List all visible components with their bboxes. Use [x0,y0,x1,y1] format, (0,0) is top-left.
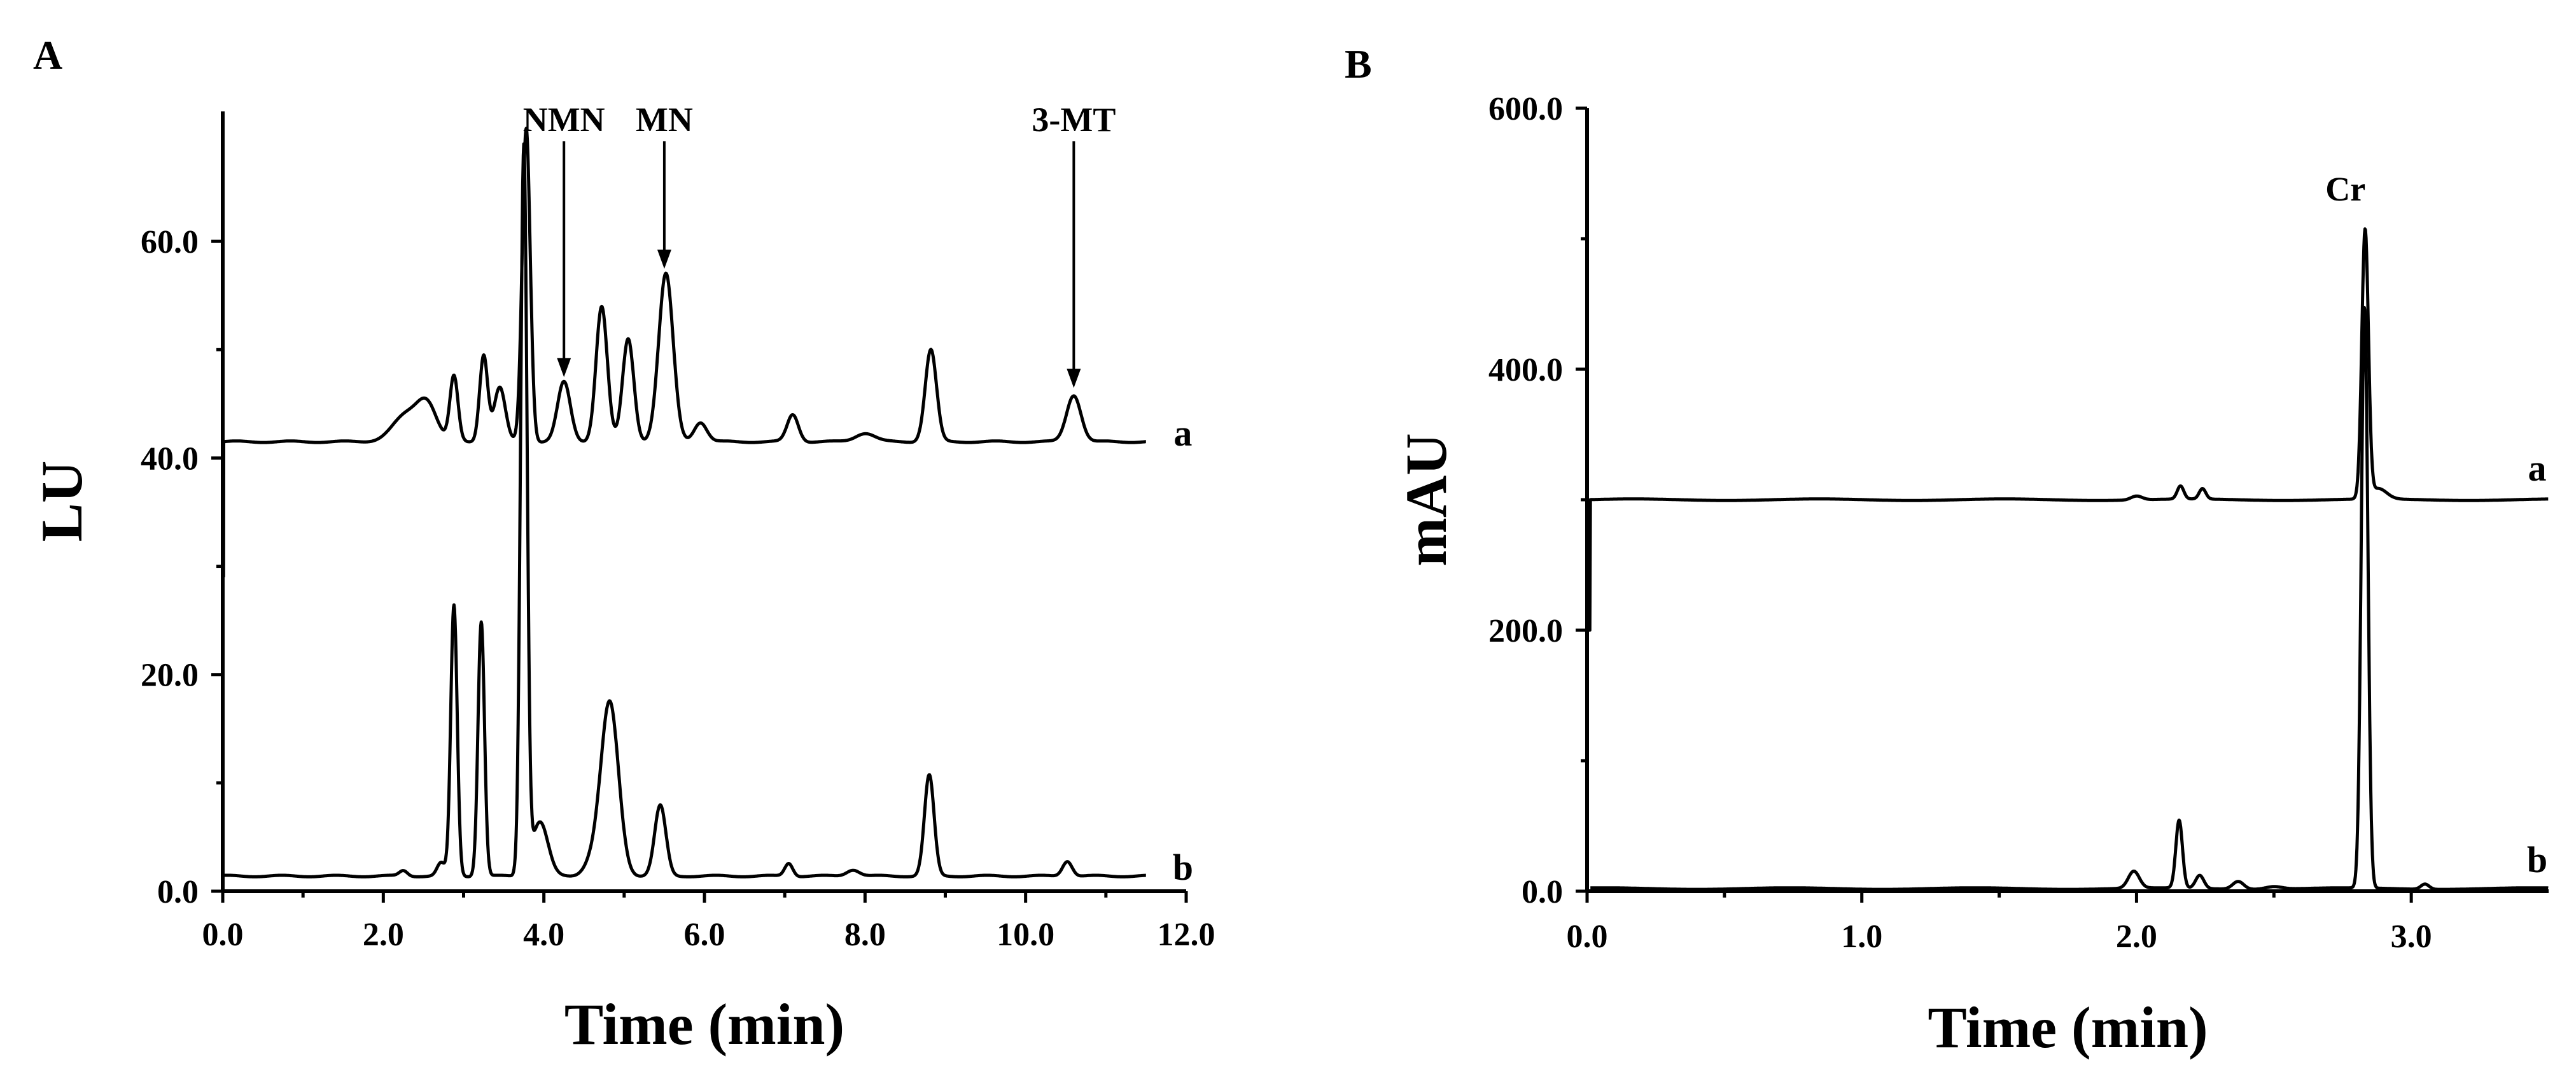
trace-label-b: b [1173,847,1193,888]
trace-label-a: a [1173,413,1192,454]
y-tick-label: 60.0 [141,224,199,260]
trace-a [1588,227,2549,632]
panel-label: B [1345,41,1372,87]
y-tick-label: 0.0 [157,874,199,910]
annotation-arrowhead [557,358,571,377]
annotation-arrowhead [657,250,671,269]
trace-b [1589,306,2549,891]
y-tick-label: 40.0 [141,441,199,477]
y-axis-title: LU [29,461,94,542]
x-tick-label: 0.0 [202,917,244,953]
y-tick-label: 200.0 [1488,613,1563,649]
x-tick-label: 2.0 [2116,919,2157,955]
y-tick-label: 0.0 [1522,874,1563,910]
peak-label: Cr [2325,170,2365,208]
x-tick-label: 8.0 [844,917,886,953]
x-tick-label: 6.0 [684,917,725,953]
trace-label-a: a [2528,448,2547,489]
trace-b [222,142,1147,878]
peak-label: NMN [523,101,605,139]
panel-label: A [33,32,62,78]
trace-a [221,126,1147,577]
x-axis-title: Time (min) [1928,995,2208,1060]
x-tick-label: 4.0 [523,917,564,953]
annotation-arrowhead [1067,369,1081,388]
x-tick-label: 2.0 [363,917,404,953]
x-tick-label: 10.0 [997,917,1054,953]
y-tick-label: 400.0 [1488,352,1563,388]
x-tick-label: 12.0 [1158,917,1215,953]
x-tick-label: 1.0 [1841,919,1882,955]
chromatogram-panel-b: 0.0 1.0 2.0 3.0 0.0 200.0 400.0 600.0 Time (min)… [1345,41,2549,1060]
y-tick-label: 20.0 [141,658,199,694]
x-tick-label: 3.0 [2391,919,2432,955]
chromatogram-panel-a: 0.0 2.0 4.0 6.0 8.0 10.0 12.0 0.0 20.0 40.0 60.0 Ti… [29,32,1215,1057]
y-tick-label: 600.0 [1488,91,1563,127]
x-axis-title: Time (min) [564,992,844,1057]
peak-label: 3-MT [1032,101,1116,139]
trace-label-b: b [2527,839,2547,880]
y-axis-title: mAU [1394,433,1459,567]
x-tick-label: 0.0 [1567,919,1608,955]
peak-label: MN [636,101,693,139]
